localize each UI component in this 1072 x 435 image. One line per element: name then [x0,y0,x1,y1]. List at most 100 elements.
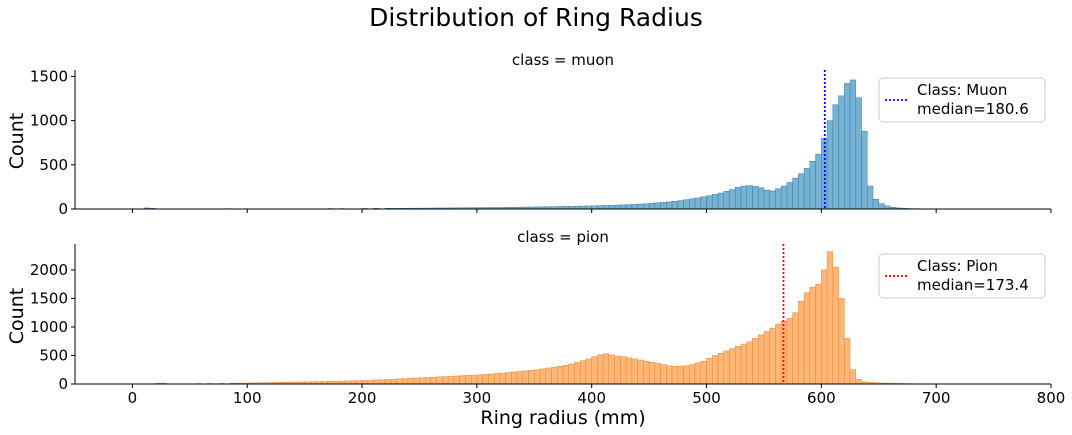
histogram-bar [689,364,696,385]
histogram-bar [757,334,765,385]
legend-median-pion: median=173.4 [917,276,1029,294]
histogram-bar [602,205,610,210]
histogram-bar [689,198,696,210]
panel-pion: 0 500 1000 1500 2000 0 100 200 300 400 500 600 700 8… [30,244,1065,407]
histogram-bar [614,204,621,210]
histogram-bar [620,356,627,385]
y-axis-label-muon: Count [6,113,28,169]
histogram-bar [545,367,552,385]
histogram-bar [625,357,633,385]
x-axis-muon [75,208,1052,213]
histogram-bar [574,362,581,385]
histogram-bar [729,189,736,210]
histogram-bar [849,79,857,210]
histogram-bar [602,353,610,385]
histogram-bar [614,355,621,385]
histogram-bar [832,104,839,210]
histogram-bar [430,376,437,385]
histogram-bar [706,195,713,210]
histogram-bar [723,350,730,385]
histogram-bar [620,204,627,210]
histogram-bar [511,371,518,385]
x-tick-label: 0 [128,389,138,407]
histogram-bar [826,120,834,210]
histogram-bar [631,358,638,385]
histogram-bar [608,354,615,385]
histogram-bar [419,377,426,385]
histogram-bar [625,204,633,210]
histogram-bar [734,346,742,385]
histogram-bar [493,373,501,385]
histogram-bar [792,312,799,385]
histogram-bar [436,376,443,385]
histogram-bar [832,266,839,385]
histogram-bar [413,377,420,385]
histogram-bar [660,364,667,385]
histogram-bar [585,358,592,385]
histogram-bar [499,372,506,385]
histogram-bar [453,375,460,385]
histogram-bar [648,203,656,210]
histogram-bar [683,199,690,210]
histogram-bar [809,286,816,385]
bars-pion [155,251,931,385]
histogram-bar [401,378,409,385]
histogram-bar [465,375,472,385]
histogram-bar [643,203,650,210]
facet-title-muon: class = muon [512,51,614,69]
histogram-bar [482,374,489,385]
histogram-bar [786,318,793,385]
x-tick-label: 100 [233,389,262,407]
x-tick-label: 500 [692,389,721,407]
facet-title-pion: class = pion [517,228,609,246]
bars-muon [143,79,920,210]
histogram-bar [769,190,776,210]
histogram-bar [867,185,874,210]
histogram-bar [844,83,851,210]
histogram-bar [367,379,374,385]
histogram-bar [712,194,719,210]
histogram-bar [815,153,822,210]
histogram-bar [723,191,730,210]
histogram-bar [757,187,765,210]
histogram-bar [597,354,604,385]
histogram-bar [706,358,713,385]
x-tick-label: 600 [807,389,836,407]
chart-title: Distribution of Ring Radius [369,3,703,32]
x-tick-label: 300 [463,389,492,407]
histogram-bar [752,186,759,210]
histogram-bar [557,366,564,385]
histogram-bar [815,283,822,385]
histogram-bar [763,331,770,385]
histogram-bar [780,185,788,210]
histogram-bar [717,192,725,210]
histogram-bar [752,338,759,385]
y-tick-label: 1500 [30,67,68,85]
histogram-bar [838,298,845,385]
histogram-bar [792,177,799,210]
y-tick-label: 0 [58,375,68,393]
histogram-bar [539,368,547,385]
y-axis-pion: 0 500 1000 1500 2000 [30,244,76,393]
histogram-bar [700,196,707,210]
legend-box-pion [878,253,1046,299]
histogram-bar [551,366,558,385]
histogram-bar [568,363,575,385]
x-axis-pion: 0 100 200 300 400 500 600 700 800 [75,383,1065,407]
histogram-bar [838,95,845,210]
histogram-bar [694,362,702,385]
histogram-bar [666,201,673,210]
histogram-bar [361,380,369,385]
histogram-bar [390,378,397,385]
histogram-bar [666,365,673,385]
histogram-bar [442,376,449,385]
y-tick-label: 2000 [30,261,68,279]
histogram-bar [459,375,466,385]
histogram-bar [528,370,535,385]
histogram-bar [798,173,805,210]
histogram-bar [608,205,615,210]
y-tick-label: 1000 [30,318,68,336]
histogram-bar [597,205,604,210]
histogram-bar [356,380,363,385]
